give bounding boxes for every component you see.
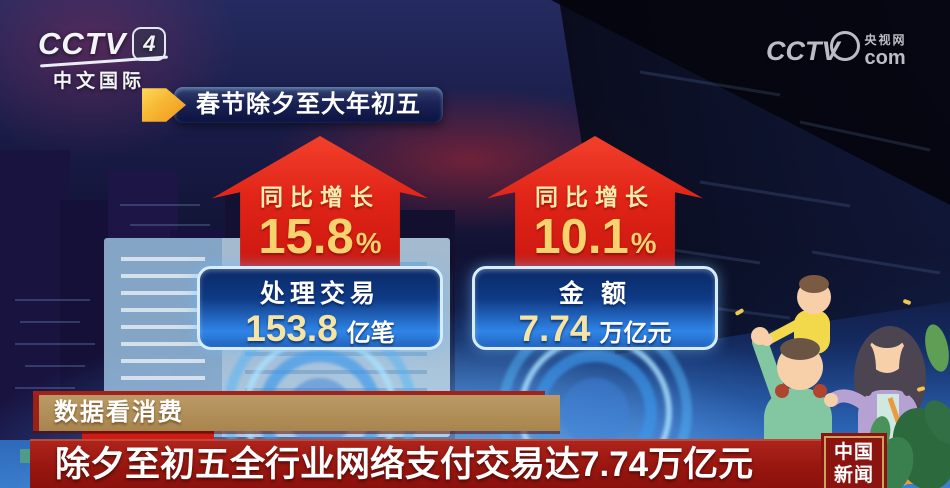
logo-ring-icon bbox=[829, 31, 860, 61]
growth-value: 10.1 bbox=[533, 210, 629, 264]
percent-sign: % bbox=[630, 228, 657, 260]
metric-unit: 亿笔 bbox=[346, 320, 395, 347]
section-label-banner: 数据看消费 bbox=[33, 395, 560, 431]
corner-tag-line1: 中国 bbox=[833, 442, 874, 463]
headline-banner: 除夕至初五全行业网络支付交易达7.74万亿元 bbox=[30, 439, 852, 488]
metric-label: 金 额 bbox=[559, 280, 631, 308]
channel-number-badge: 4 bbox=[132, 27, 167, 61]
channel-corner-tag: 中国 新闻 bbox=[824, 436, 884, 488]
growth-value: 15.8 bbox=[258, 210, 354, 264]
section-banner-top-edge bbox=[33, 391, 545, 395]
cctv-wordmark: CCTV bbox=[766, 35, 840, 66]
domain-label: com bbox=[864, 47, 906, 69]
metric-label: 处理交易 bbox=[259, 280, 380, 308]
site-name-label: 央视网 bbox=[864, 33, 907, 47]
percent-sign: % bbox=[355, 228, 382, 260]
growth-label: 同比增长 bbox=[260, 184, 380, 210]
stat-box-amount: 金 额 7.74 万亿元 bbox=[472, 266, 718, 350]
metric-value: 153.8 bbox=[245, 308, 338, 349]
growth-value-line: 15.8 % bbox=[258, 209, 381, 265]
growth-label: 同比增长 bbox=[535, 184, 655, 210]
corner-tag-line2: 新闻 bbox=[833, 465, 874, 487]
topic-badge: 春节除夕至大年初五 bbox=[174, 87, 443, 123]
growth-value-line: 10.1 % bbox=[533, 209, 656, 265]
cctv4-logo-row: CCTV 4 bbox=[38, 26, 168, 62]
leaf-edge bbox=[925, 324, 949, 372]
metric-unit: 万亿元 bbox=[599, 320, 672, 347]
metric-value-line: 7.74 万亿元 bbox=[518, 308, 671, 350]
cctv4-logo: CCTV 4 中文国际 bbox=[38, 26, 168, 93]
cctv-wordmark: CCTV bbox=[38, 26, 127, 61]
channel-name-label: 中文国际 bbox=[53, 71, 146, 92]
metric-value-line: 153.8 亿笔 bbox=[245, 308, 395, 350]
cctv-com-logo: CCTV 央视网 com bbox=[766, 31, 907, 68]
stat-box-transactions: 处理交易 153.8 亿笔 bbox=[197, 266, 443, 350]
metric-value: 7.74 bbox=[518, 308, 591, 349]
cctv-com-text: 央视网 com bbox=[865, 34, 907, 68]
